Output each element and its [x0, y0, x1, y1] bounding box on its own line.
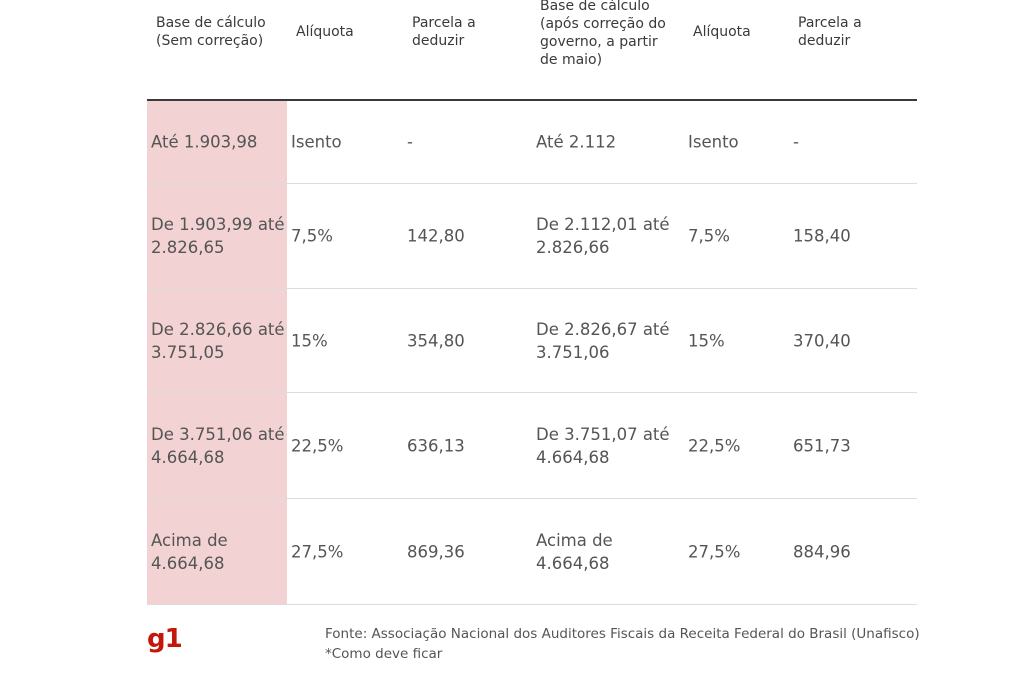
- base-sem-correcao-cell: De 2.826,66 até 3.751,05: [151, 319, 285, 362]
- base-corrigida-cell: De 2.112,01 até 2.826,66: [536, 215, 670, 257]
- g1-logo: g1: [147, 624, 183, 654]
- parcela-cell: 354,80: [407, 331, 465, 350]
- footer: g1 Fonte: Associação Nacional dos Audito…: [147, 614, 920, 674]
- base-corrigida-cell: De 3.751,07 até 4.664,68: [536, 424, 670, 467]
- aliquota-cell: 7,5%: [291, 226, 333, 246]
- highlight-column: [147, 184, 287, 288]
- aliquota-cell: Isento: [291, 132, 342, 152]
- table-row: De 1.903,99 até 2.826,65 7,5% 142,80 De …: [147, 184, 917, 289]
- base-corrigida-cell: Até 2.112: [536, 132, 617, 152]
- aliquota-corrigida-cell: Isento: [688, 132, 739, 152]
- header-base-apos-correcao: Base de cálculo (após correção do govern…: [540, 0, 666, 68]
- aliquota-cell: 22,5%: [291, 436, 344, 455]
- footnote: *Como deve ficar: [325, 646, 443, 662]
- parcela-cell: -: [407, 132, 413, 152]
- aliquota-corrigida-cell: 7,5%: [688, 226, 730, 246]
- header-parcela-deduzir-corrigida: Parcela a deduzir: [798, 15, 862, 49]
- table-header: Base de cálculo (Sem correção) Alíquota …: [147, 0, 917, 101]
- base-sem-correcao-cell: Até 1.903,98: [151, 132, 258, 152]
- source-text: Fonte: Associação Nacional dos Auditores…: [325, 626, 920, 642]
- parcela-corrigida-cell: 884,96: [793, 542, 851, 561]
- base-corrigida-cell: De 2.826,67 até 3.751,06: [536, 319, 670, 362]
- aliquota-corrigida-cell: 22,5%: [688, 436, 741, 455]
- parcela-corrigida-cell: 370,40: [793, 331, 851, 350]
- table-row: Até 1.903,98 Isento - Até 2.112 Isento -: [147, 101, 917, 184]
- highlight-column: [147, 289, 287, 392]
- highlight-column: [147, 393, 287, 498]
- aliquota-corrigida-cell: 15%: [688, 331, 725, 350]
- header-aliquota: Alíquota: [296, 24, 354, 40]
- header-parcela-deduzir: Parcela a deduzir: [412, 15, 476, 49]
- source-credit: Fonte: Associação Nacional dos Auditores…: [325, 624, 920, 664]
- header-aliquota-corrigida: Alíquota: [693, 24, 751, 40]
- aliquota-cell: 15%: [291, 331, 328, 350]
- table-row: Acima de 4.664,68 27,5% 869,36 Acima de …: [147, 499, 917, 605]
- parcela-corrigida-cell: 651,73: [793, 436, 851, 455]
- parcela-cell: 142,80: [407, 226, 465, 246]
- base-corrigida-cell: Acima de 4.664,68: [536, 530, 613, 573]
- tax-table: Base de cálculo (Sem correção) Alíquota …: [147, 0, 917, 605]
- highlight-column: [147, 101, 287, 183]
- base-sem-correcao-cell: De 3.751,06 até 4.664,68: [151, 424, 285, 467]
- parcela-cell: 869,36: [407, 542, 465, 561]
- parcela-corrigida-cell: -: [793, 132, 799, 152]
- base-sem-correcao-cell: Acima de 4.664,68: [151, 530, 228, 573]
- base-sem-correcao-cell: De 1.903,99 até 2.826,65: [151, 215, 285, 257]
- highlight-column: [147, 499, 287, 604]
- header-base-sem-correcao: Base de cálculo (Sem correção): [156, 15, 266, 49]
- parcela-cell: 636,13: [407, 436, 465, 455]
- table-row: De 2.826,66 até 3.751,05 15% 354,80 De 2…: [147, 289, 917, 393]
- table-row: De 3.751,06 até 4.664,68 22,5% 636,13 De…: [147, 393, 917, 499]
- parcela-corrigida-cell: 158,40: [793, 226, 851, 246]
- aliquota-cell: 27,5%: [291, 542, 344, 561]
- aliquota-corrigida-cell: 27,5%: [688, 542, 741, 561]
